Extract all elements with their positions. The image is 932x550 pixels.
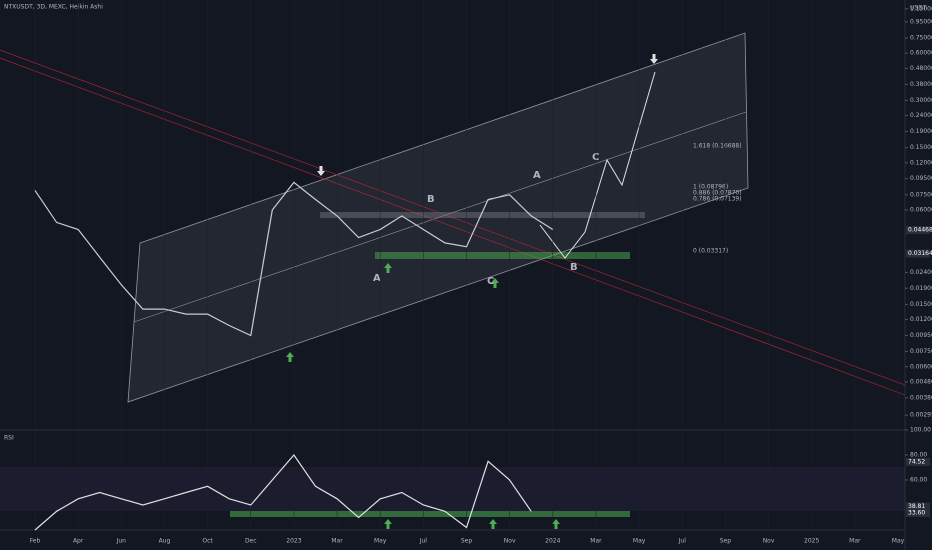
marker-arrows: [317, 54, 658, 176]
x-tick-label: 2025: [804, 538, 819, 545]
fib-label: 0.886 (0.07870): [693, 190, 742, 197]
wave-label: C: [592, 152, 599, 163]
x-tick-label: Dec: [245, 538, 257, 545]
x-tick-label: Nov: [504, 538, 516, 545]
wave-label: C: [487, 276, 494, 287]
trend-line: [0, 49, 906, 386]
x-tick-label: Mar: [849, 538, 861, 545]
x-tick-label: 2023: [286, 538, 301, 545]
series-line: [34, 454, 532, 531]
x-tick-label: May: [633, 538, 646, 545]
price-tag-label: 0.03164: [908, 250, 932, 257]
x-tick-label: May: [374, 538, 387, 545]
price-tag-label: 74.52: [908, 458, 925, 465]
x-tick-label: Sep: [720, 538, 732, 545]
trend-line: [0, 57, 906, 396]
x-tick-label: Mar: [590, 538, 602, 545]
wave-label: B: [427, 194, 435, 205]
x-tick-label: Jun: [116, 538, 127, 545]
price-tag: [906, 226, 930, 235]
y-tick-label: 100.00: [910, 427, 931, 434]
fib-label: 0 (0.03317): [693, 248, 728, 255]
x-tick-label: May: [892, 538, 905, 545]
x-tick-label: Sep: [461, 538, 473, 545]
fib-label: 1.618 (0.16688): [693, 143, 742, 150]
wave-label: B: [570, 262, 578, 273]
price-tag-label: 38.81: [908, 503, 925, 510]
rsi-title: RSI: [4, 435, 14, 442]
y-tick-label: 0.00295: [910, 412, 932, 419]
fib-label: 1 (0.08796): [693, 184, 728, 191]
fib-label: 0.786 (0.07139): [693, 196, 742, 203]
symbol: NTXUSDT, 3D, MEXC, Heikin Ashi: [4, 4, 103, 11]
price-tag-label: 0.04468: [908, 227, 932, 234]
currency: USDT: [910, 5, 927, 12]
resistance-zone: [320, 212, 645, 218]
rsi-zone: [230, 511, 630, 517]
signal-arrows: [286, 263, 560, 529]
x-tick-label: Mar: [331, 538, 343, 545]
wave-label: A: [373, 273, 381, 284]
x-tick-label: Jul: [678, 538, 687, 545]
support-zone: [375, 252, 630, 259]
x-tick-label: Nov: [763, 538, 775, 545]
x-tick-label: Oct: [202, 538, 213, 545]
series-line: [34, 181, 554, 337]
x-tick-label: 2024: [545, 538, 560, 545]
price-tag-label: 33.60: [908, 510, 925, 517]
x-tick-label: Aug: [159, 538, 171, 545]
x-tick-label: Feb: [30, 538, 41, 545]
price-tag: [906, 509, 930, 517]
x-tick-label: Apr: [73, 538, 84, 545]
channel-mid: [133, 111, 747, 323]
rsi-band: [0, 467, 905, 511]
y-tick-label: 60.00: [910, 477, 927, 484]
wave-label: A: [533, 170, 541, 181]
x-tick-label: Jul: [419, 538, 428, 545]
price-tag: [906, 502, 930, 511]
y-tick-label: 80.00: [910, 452, 927, 459]
price-tag: [906, 457, 930, 466]
price-tag: [906, 249, 930, 258]
